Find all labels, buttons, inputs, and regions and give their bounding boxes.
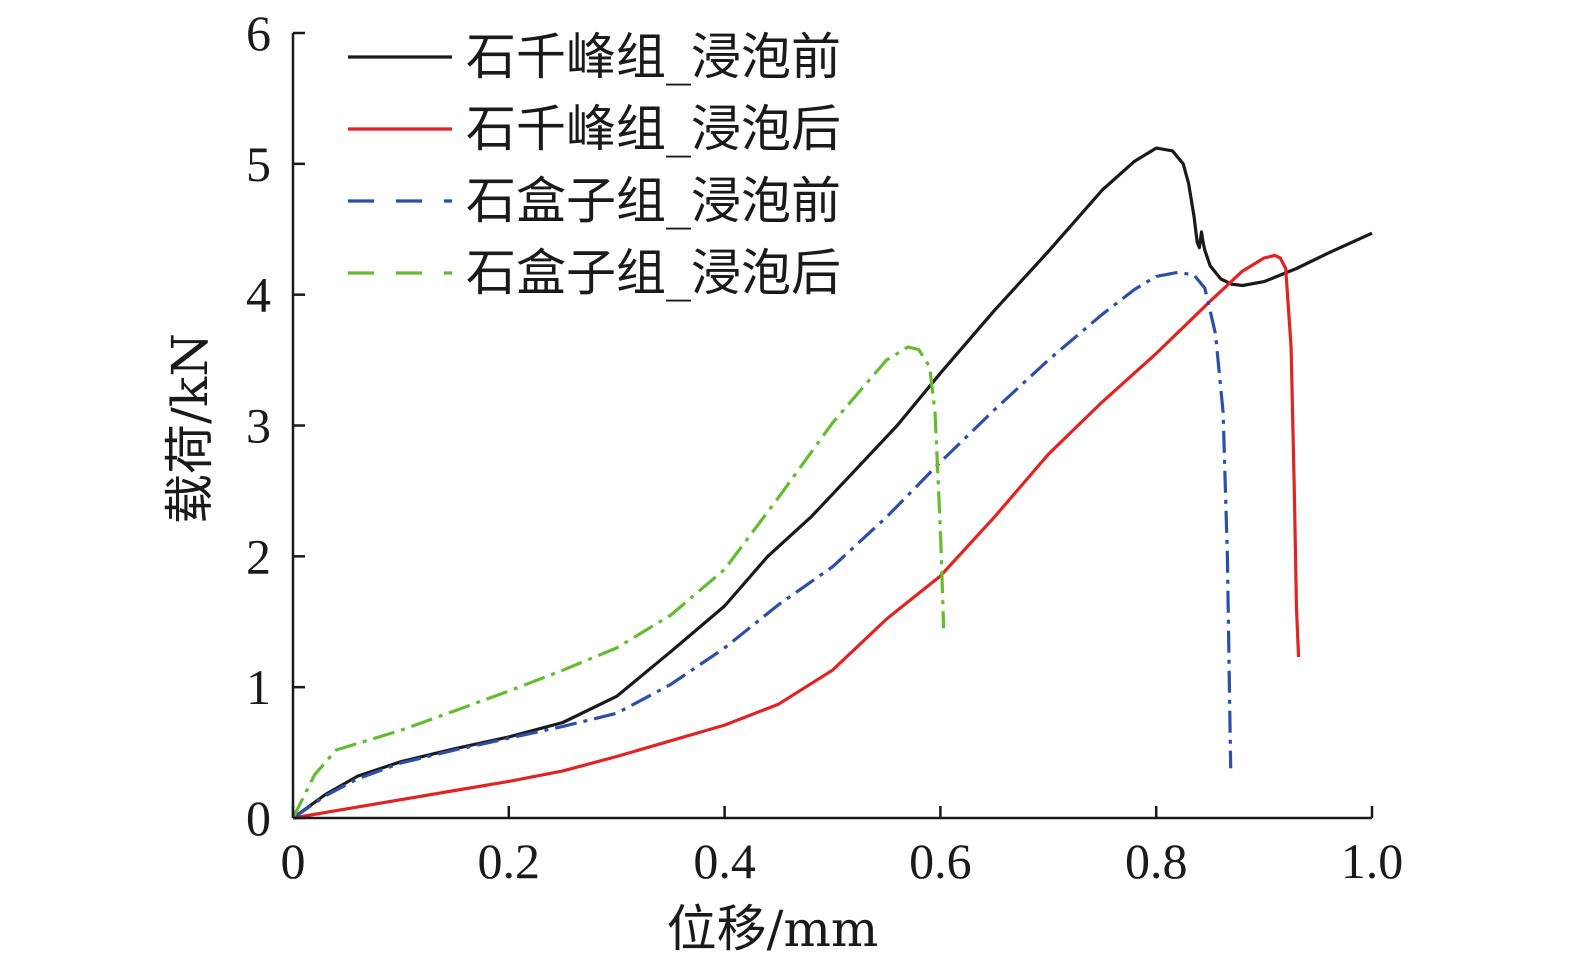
x-tick-label: 0 [281,833,306,889]
legend-label: 石千峰组_浸泡后 [466,100,841,158]
y-tick-label: 5 [246,136,271,192]
y-tick-label: 3 [246,398,271,454]
legend-label: 石千峰组_浸泡前 [466,28,841,86]
x-tick-label: 0.4 [693,833,756,889]
legend-label: 石盒子组_浸泡前 [466,172,841,230]
y-tick-label: 4 [246,267,271,323]
series-line-2 [292,253,1301,820]
y-tick-label: 2 [246,528,271,584]
y-axis-ticks: 0 1 2 3 4 5 6 [246,5,305,846]
plot-area [291,146,1373,820]
series-line-1 [292,146,1373,820]
x-tick-label: 0.6 [909,833,972,889]
series-line-3 [292,270,1233,820]
x-tick-label: 1.0 [1341,833,1404,889]
x-axis-title: 位移/mm [667,900,879,958]
series-line-4 [291,345,946,819]
y-tick-label: 1 [246,659,271,715]
y-axis-title: 载荷/kN [161,333,219,524]
x-tick-label: 0.2 [478,833,541,889]
y-tick-label: 0 [246,790,271,846]
x-tick-label: 0.8 [1125,833,1188,889]
y-tick-label: 6 [246,5,271,61]
legend-label: 石盒子组_浸泡后 [466,244,841,302]
x-axis-ticks: 0 0.2 0.4 0.6 0.8 1.0 [281,806,1404,889]
